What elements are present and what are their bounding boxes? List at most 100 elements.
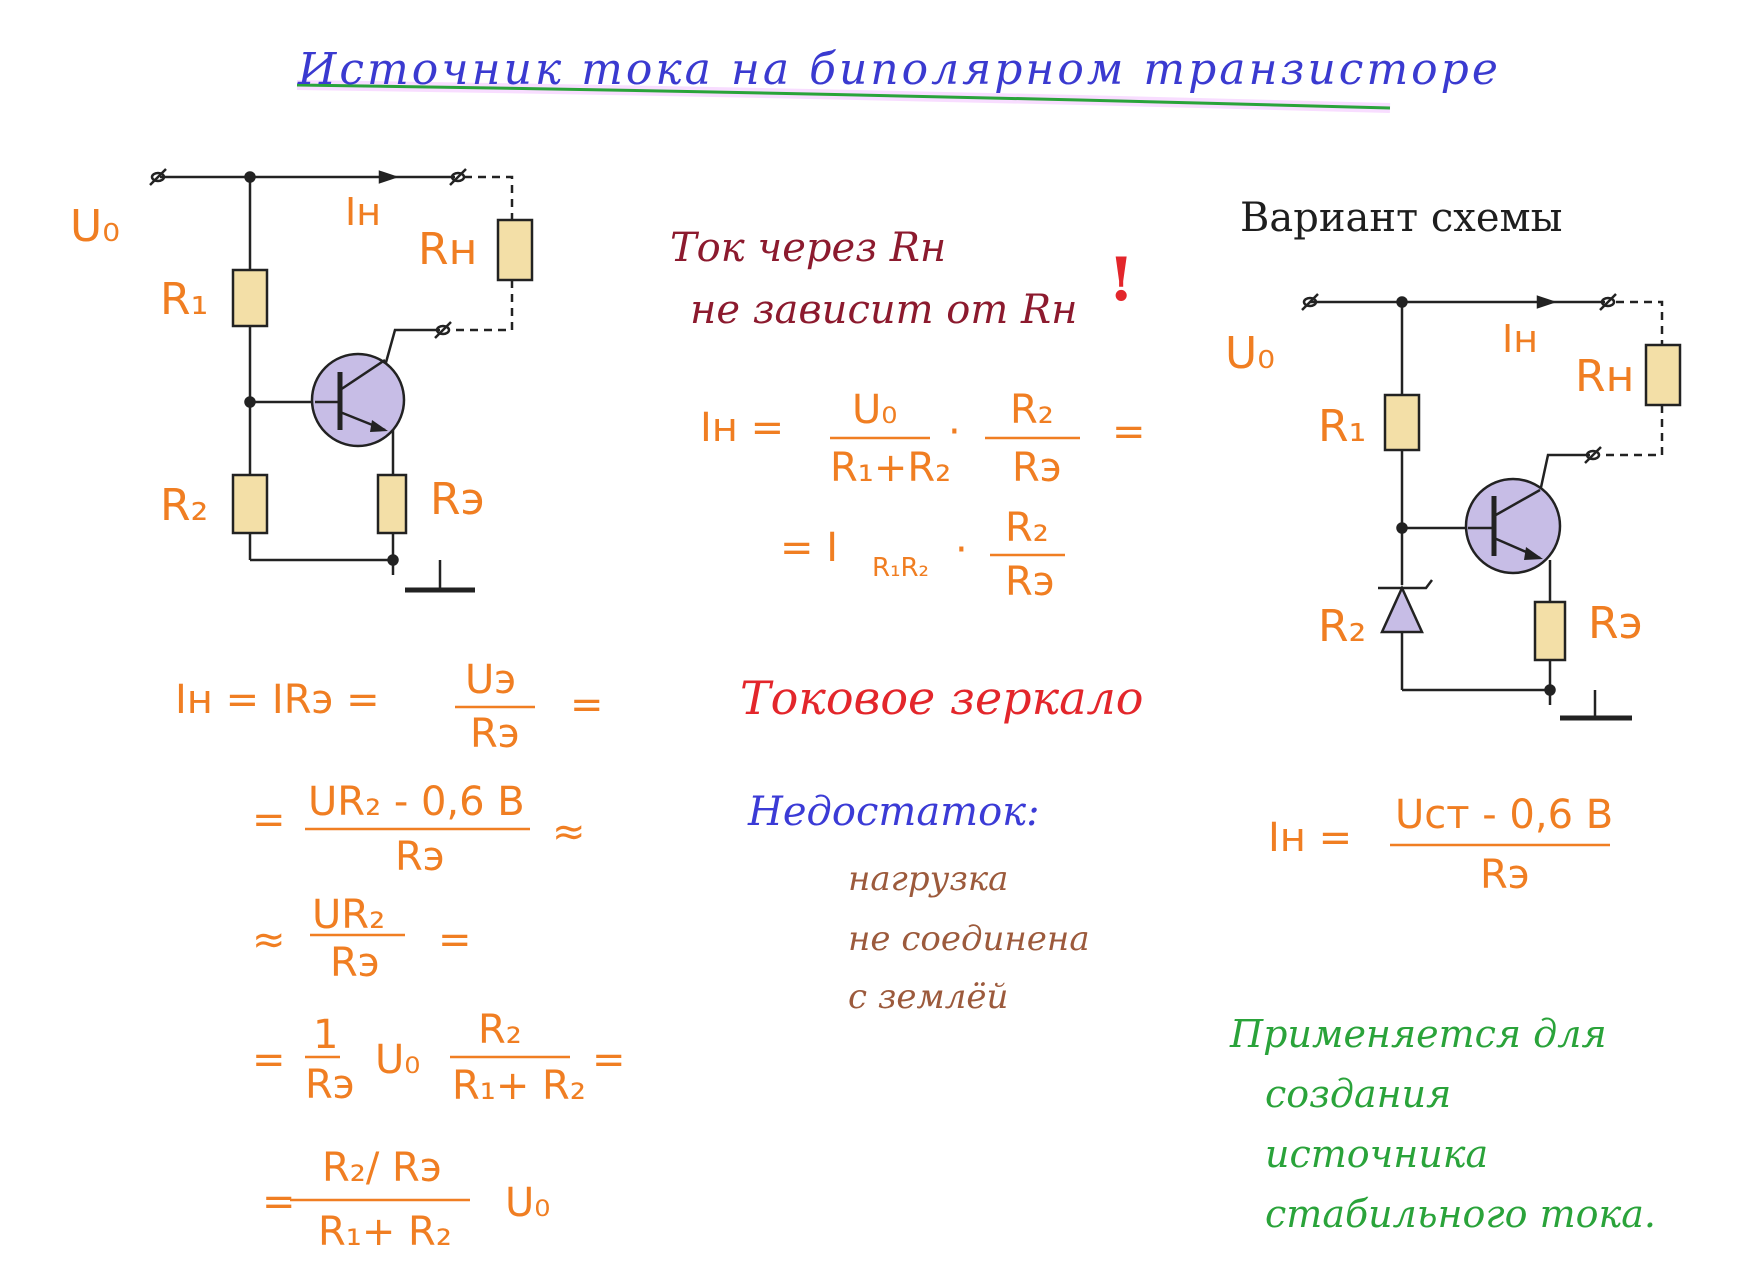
- resistor-re: [376, 473, 408, 535]
- terminal-icon: [434, 321, 452, 339]
- terminal-icon: [435, 324, 451, 336]
- formula-main-f1-den: R₁+R₂: [830, 445, 952, 491]
- formula-main-f2-num: R₂: [1010, 387, 1054, 433]
- label-r1: R₁: [160, 274, 209, 325]
- resistor-rh: [1644, 343, 1682, 407]
- formula-main-line2-sub: R₁R₂: [872, 553, 929, 583]
- derivation-3-num: UR₂: [312, 892, 386, 938]
- terminal-icon: [150, 171, 166, 183]
- page-title: Источник тока на биполярном транзисторе: [298, 44, 1501, 95]
- terminal-icon: [1585, 449, 1601, 461]
- label-re: Rэ: [430, 474, 485, 525]
- terminal-icon: [449, 168, 467, 186]
- right-components: [1378, 343, 1682, 662]
- formula-main-eq: =: [1112, 409, 1146, 455]
- derivation-4-tail: =: [592, 1037, 626, 1083]
- terminal-icon: [1302, 296, 1318, 308]
- terminal-icon: [149, 168, 167, 186]
- resistor-r2: [231, 473, 269, 535]
- exclamation-mark: !: [1108, 245, 1135, 315]
- drawback-heading: Недостаток:: [748, 789, 1040, 835]
- drawback-line-3: с землёй: [848, 977, 1009, 1017]
- derivation-3-lhs: ≈: [252, 917, 286, 963]
- derivation-5-lhs: =: [262, 1179, 296, 1225]
- formula-main-dot-2: ·: [955, 527, 968, 573]
- derivation-4-lhs: =: [252, 1037, 286, 1083]
- variant-label-re: Rэ: [1588, 598, 1643, 649]
- derivation-4-f2-den: R₁+ R₂: [452, 1063, 586, 1109]
- resistor-r1: [1383, 393, 1421, 452]
- resistor-re: [1533, 600, 1567, 662]
- arrow-icon: [1536, 295, 1557, 309]
- transistor-icon: [310, 352, 406, 448]
- label-u0: U₀: [70, 201, 120, 252]
- variant-label-u0: U₀: [1225, 328, 1275, 379]
- fraction-bars: [290, 436, 1610, 1202]
- variant-heading: Вариант схемы: [1240, 195, 1563, 241]
- variant-label-rh: Rн: [1575, 351, 1635, 402]
- variant-formula-lhs: Iн =: [1268, 815, 1353, 861]
- formula-main-f3-num: R₂: [1005, 505, 1049, 551]
- load-wire: [1600, 300, 1664, 457]
- derivation-2-num: UR₂ - 0,6 B: [308, 779, 525, 825]
- arrow-icon: [1524, 547, 1543, 560]
- derivation-4-mid: U₀: [375, 1037, 421, 1083]
- label-ih: Iн: [345, 190, 382, 234]
- application-line-2: создания: [1265, 1072, 1452, 1116]
- variant-label-r2: R₂: [1318, 601, 1367, 652]
- derivation-4-f1-num: 1: [313, 1012, 339, 1058]
- drawback-line-1: нагрузка: [848, 859, 1009, 899]
- derivation-1-num: Uэ: [465, 657, 517, 703]
- derivation-1-lhs: Iн = IRэ =: [175, 677, 380, 723]
- right-circuit: [1301, 293, 1664, 721]
- note-line-2: не зависит от Rн: [690, 287, 1078, 333]
- derivation-5-den: R₁+ R₂: [318, 1209, 452, 1255]
- arrow-icon: [378, 170, 399, 184]
- transistor-icon: [1464, 477, 1562, 575]
- formula-main-dot: ·: [948, 409, 961, 455]
- derivation-2-den: Rэ: [395, 834, 445, 880]
- load-wire: [450, 175, 514, 332]
- title-underline: [296, 83, 1391, 110]
- formula-main-lhs: Iн =: [700, 405, 785, 451]
- derivation-1-tail: =: [570, 682, 604, 728]
- terminal-icon: [1599, 293, 1617, 311]
- derivation-2-lhs: =: [252, 797, 286, 843]
- derivation-5-num: R₂/ Rэ: [322, 1145, 442, 1191]
- terminal-icon: [1584, 446, 1602, 464]
- formula-main-f1-num: U₀: [852, 387, 898, 433]
- derivation-1-den: Rэ: [470, 711, 520, 757]
- terminal-icon: [1301, 293, 1319, 311]
- resistor-r1: [231, 268, 269, 328]
- derivation-3-tail: =: [438, 917, 472, 963]
- zener-diode-icon: [1378, 579, 1433, 590]
- note-line-1: Ток через Rн: [670, 225, 947, 271]
- arrow-icon: [370, 420, 388, 432]
- zener-diode-icon: [1380, 584, 1424, 634]
- terminal-icon: [1600, 296, 1616, 308]
- derivation-4-f1-den: Rэ: [305, 1062, 355, 1108]
- derivation-4-f2-num: R₂: [478, 1007, 522, 1053]
- derivation-2-tail: ≈: [552, 809, 586, 855]
- formula-main-line2-lhs: = I: [780, 525, 839, 571]
- variant-label-r1: R₁: [1318, 401, 1367, 452]
- formula-main-f2-den: Rэ: [1012, 445, 1062, 491]
- left-circuit: [149, 168, 514, 593]
- current-mirror-label: Токовое зеркало: [740, 671, 1144, 725]
- label-r2: R₂: [160, 480, 209, 531]
- derivation-3-den: Rэ: [330, 940, 380, 986]
- application-line-1: Применяется для: [1230, 1012, 1607, 1056]
- application-line-4: стабильного тока.: [1265, 1192, 1656, 1236]
- label-rh: Rн: [418, 224, 478, 275]
- derivation-5-tail: U₀: [505, 1180, 551, 1226]
- left-components: [231, 218, 534, 535]
- variant-label-ih: Iн: [1502, 317, 1539, 361]
- application-line-3: источника: [1265, 1132, 1489, 1176]
- drawback-line-2: не соединена: [848, 919, 1090, 959]
- resistor-rh: [496, 218, 534, 282]
- formula-main-f3-den: Rэ: [1005, 559, 1055, 605]
- variant-formula-num: Uст - 0,6 B: [1395, 792, 1614, 838]
- variant-formula-den: Rэ: [1480, 852, 1530, 898]
